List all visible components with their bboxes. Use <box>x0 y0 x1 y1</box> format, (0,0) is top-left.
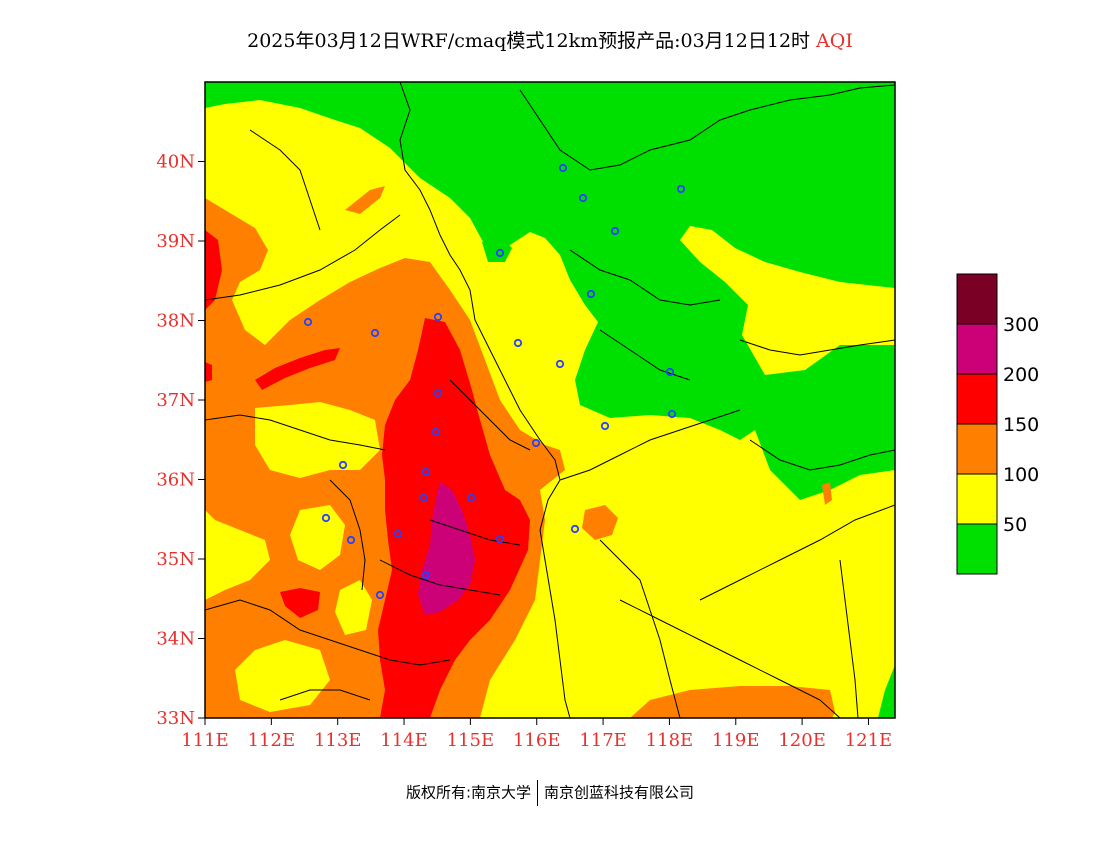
aqi-layer-red-band <box>255 348 340 390</box>
lon-tick-label: 116E <box>513 730 561 751</box>
aqi-field <box>205 82 895 718</box>
company-name: 南京创蓝科技有限公司 <box>544 783 695 802</box>
lat-tick-label: 33N <box>156 708 195 729</box>
lat-tick-label: 39N <box>156 231 195 252</box>
product-label: AQI <box>816 30 853 52</box>
title-text: 2025年03月12日WRF/cmaq模式12km预报产品:03月12日12时 <box>247 30 811 52</box>
aqi-layer-red-southwest <box>280 588 320 618</box>
lon-tick-label: 119E <box>712 730 760 751</box>
lat-tick-label: 35N <box>156 549 195 570</box>
latitude-axis: 33N 34N 35N 36N 37N 38N 39N 40N <box>156 152 205 729</box>
lon-tick-label: 120E <box>778 730 826 751</box>
aqi-layer-green-north <box>205 82 895 718</box>
lon-tick-label: 111E <box>181 730 229 751</box>
aqi-layer-orange-south <box>630 686 835 718</box>
lat-tick-label: 36N <box>156 470 195 491</box>
aqi-layer-yellow-pocket-5 <box>335 580 372 635</box>
legend-swatch <box>956 523 998 575</box>
lon-tick-label: 114E <box>380 730 428 751</box>
legend-label: 50 <box>1003 514 1027 536</box>
footer-separator <box>537 780 539 806</box>
lon-tick-label: 121E <box>845 730 893 751</box>
aqi-legend: 300 200 150 100 50 <box>956 273 1039 575</box>
legend-label: 100 <box>1003 464 1039 486</box>
aqi-layer-orange-blob <box>345 186 385 214</box>
lon-tick-label: 113E <box>314 730 362 751</box>
admin-boundaries <box>205 82 895 718</box>
aqi-layer-red-west-spot <box>205 362 212 382</box>
aqi-layer-yellow-pocket-3 <box>290 505 345 570</box>
map-title: 2025年03月12日WRF/cmaq模式12km预报产品:03月12日12时 A… <box>0 26 1100 53</box>
aqi-layer-yellow-pocket-2 <box>205 540 258 590</box>
lon-tick-label: 112E <box>248 730 296 751</box>
legend-swatch <box>956 273 998 325</box>
lat-tick-label: 37N <box>156 390 195 411</box>
aqi-layer-orange-east <box>582 505 618 540</box>
legend-swatch <box>956 323 998 375</box>
legend-swatch <box>956 473 998 525</box>
longitude-axis: 111E 112E 113E 114E 115E 116E 117E 118E 119E 120E… <box>181 718 892 751</box>
lat-tick-label: 34N <box>156 629 195 650</box>
lon-tick-label: 115E <box>447 730 495 751</box>
lat-tick-label: 40N <box>156 152 195 173</box>
legend-label: 200 <box>1003 364 1039 386</box>
legend-label: 300 <box>1003 314 1039 336</box>
aqi-layer-orange-speck <box>822 482 832 505</box>
footer: 版权所有:南京大学 南京创蓝科技有限公司 <box>0 780 1100 806</box>
lat-tick-label: 38N <box>156 311 195 332</box>
legend-label: 150 <box>1003 414 1039 436</box>
aqi-layer-red-west-edge <box>205 230 222 310</box>
city-markers <box>303 163 686 600</box>
aqi-layer-orange-strip <box>250 368 385 402</box>
lon-tick-label: 118E <box>646 730 694 751</box>
legend-swatch <box>956 373 998 425</box>
aqi-layer-green-spot <box>482 236 512 262</box>
lon-tick-label: 117E <box>579 730 627 751</box>
aqi-layer-yellow-pocket-1 <box>255 402 380 478</box>
copyright-text: 版权所有:南京大学 <box>405 783 532 802</box>
legend-swatch <box>956 423 998 475</box>
aqi-layer-yellow-pocket-4 <box>235 640 330 712</box>
aqi-layer-magenta-core <box>418 482 475 615</box>
